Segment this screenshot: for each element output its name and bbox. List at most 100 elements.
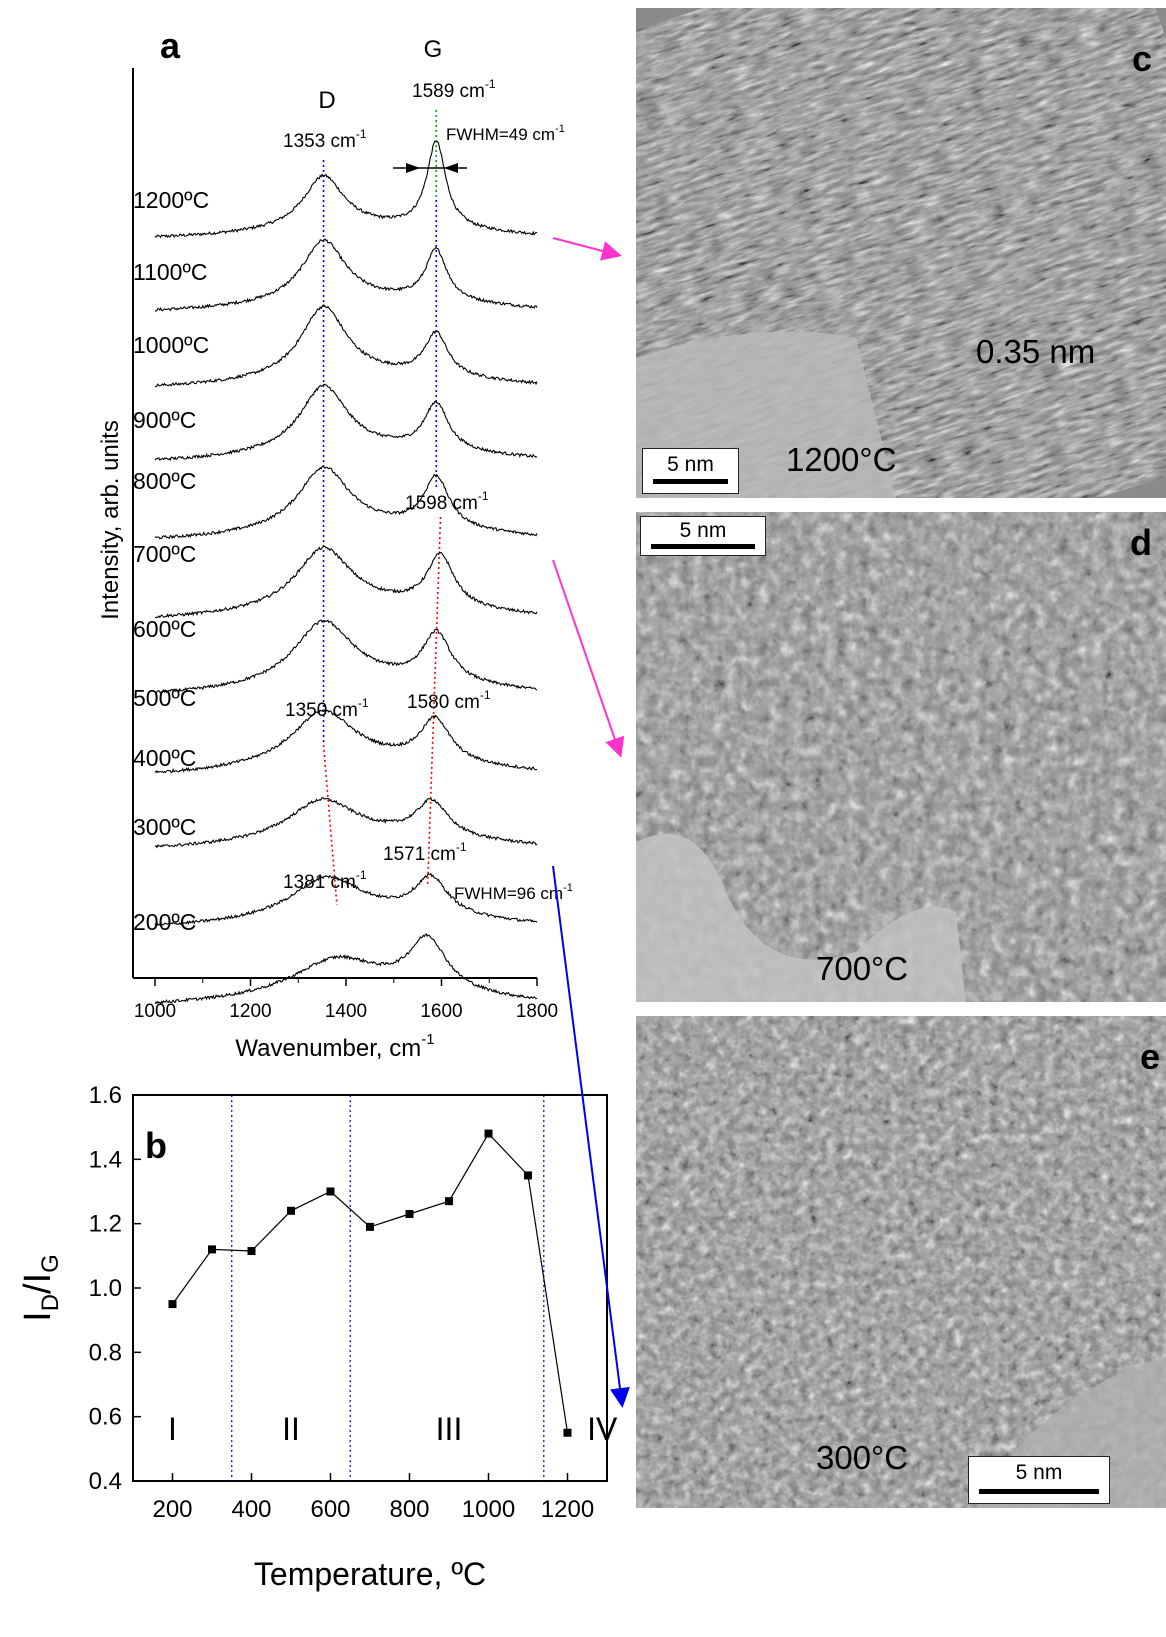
spectrum-1000ºC <box>155 304 538 388</box>
temperature-label: 300ºC <box>133 814 196 840</box>
data-point <box>208 1245 216 1254</box>
temperature-label: 600ºC <box>133 616 196 642</box>
axis-ticks: 200 400 600 800 1000 1200 0.4 0.6 0.8 1.0 1.2 1.4 1.… <box>89 1082 595 1523</box>
tem-texture <box>636 512 1166 1002</box>
d-trend-low <box>322 744 338 906</box>
region-boundaries <box>231 1095 545 1481</box>
panel-label-a: a <box>160 25 181 66</box>
temperature-label: 500ºC <box>133 685 196 711</box>
data-point <box>484 1129 493 1138</box>
d-peak-label: D <box>318 87 335 114</box>
g-trend-low <box>426 516 442 886</box>
y-tick-label: 0.4 <box>89 1468 122 1495</box>
x-tick-label: 200 <box>152 1496 192 1523</box>
arrow-to-panel-c <box>552 237 622 261</box>
temperature-label-c: 1200°C <box>786 441 897 478</box>
annotation-1350: 1350 cm-1 <box>285 696 369 721</box>
annotation-1580: 1580 cm-1 <box>407 688 491 713</box>
scale-bar-c: 5 nm <box>642 448 739 494</box>
temperature-label: 200ºC <box>133 909 196 935</box>
temperature-label-d: 700°C <box>816 950 909 987</box>
y-tick-label: 1.4 <box>89 1146 122 1173</box>
id-ig-ratio-chart: b 200 400 600 800 1000 1200 0.4 0.6 0.8 1.0 1.2 1.4… <box>17 1082 618 1592</box>
y-axis-label: Intensity, arb. units <box>97 420 124 620</box>
fwhm-annotation-top: FWHM=49 cm-1 <box>446 123 565 144</box>
data-point <box>247 1247 256 1256</box>
tem-image-1200c: c 0.35 nm 1200°C 5 nm <box>636 8 1166 498</box>
x-tick-label: 1000 <box>462 1496 515 1523</box>
temperature-label: 1000ºC <box>133 332 209 358</box>
temperature-label-e: 300°C <box>816 1439 909 1476</box>
arrow-to-panel-e <box>552 865 630 1408</box>
x-ticks: 1000 1200 1400 1600 1800 <box>134 978 558 1022</box>
panel-label-d: d <box>1130 522 1152 563</box>
y-tick-label: 0.6 <box>89 1404 122 1431</box>
y-tick-label: 1.2 <box>89 1211 122 1238</box>
region-label: III <box>436 1411 463 1447</box>
temperature-label: 1100ºC <box>133 259 207 285</box>
spectrum-200ºC <box>154 932 538 1005</box>
scale-bar-label-d: 5 nm <box>679 519 727 542</box>
annotation-1381: 1381 cm-1 <box>283 868 367 893</box>
annotation-1353: 1353 cm-1 <box>283 127 367 152</box>
x-tick-label: 800 <box>389 1496 429 1523</box>
scale-bar-label-c: 5 nm <box>667 453 714 476</box>
arrow-to-panel-d <box>552 559 625 758</box>
x-tick-label: 1600 <box>420 1001 462 1022</box>
scale-bar-label-e: 5 nm <box>1015 1461 1063 1484</box>
spectrum-600ºC <box>154 619 538 694</box>
data-point <box>366 1222 374 1231</box>
raman-spectra-chart: a 1000 1200 1400 1600 1800 1200ºC 1100ºC 1000º… <box>97 25 573 1062</box>
ratio-series <box>168 1129 572 1437</box>
spectrum-500ºC <box>154 708 538 774</box>
data-point <box>563 1428 572 1437</box>
x-axis-label-b: Temperature, ºC <box>254 1556 486 1592</box>
ratio-line <box>172 1132 569 1433</box>
y-tick-label: 1.6 <box>89 1082 122 1109</box>
temperature-label: 400ºC <box>133 745 196 771</box>
spectra: 1200ºC 1100ºC 1000ºC 900ºC 800ºC 700ºC 600ºC 50… <box>133 140 538 1005</box>
g-peak-label: G <box>424 36 443 63</box>
data-point <box>326 1187 335 1196</box>
annotation-1598: 1598 cm-1 <box>405 489 489 514</box>
region-labels: I II III IV <box>168 1411 618 1447</box>
y-tick-label: 0.8 <box>89 1339 122 1366</box>
data-point <box>524 1171 532 1180</box>
scale-bar-d: 5 nm <box>640 516 766 556</box>
spectrum-300ºC <box>154 873 538 927</box>
x-tick-label: 1800 <box>516 1001 558 1022</box>
region-label: IV <box>587 1411 618 1447</box>
tem-image-300c: e 300°C 5 nm <box>636 1016 1166 1508</box>
data-point <box>168 1300 177 1309</box>
x-tick-label: 1000 <box>134 1001 176 1022</box>
tem-texture <box>636 8 1166 498</box>
temperature-label: 800ºC <box>133 468 196 494</box>
x-tick-label: 1400 <box>325 1001 367 1022</box>
fwhm-annotation-bottom: FWHM=96 cm-1 <box>454 882 573 903</box>
data-point <box>405 1210 414 1219</box>
panel-label-e: e <box>1139 1036 1160 1077</box>
fwhm-arrow-left <box>406 163 420 173</box>
data-point <box>445 1197 453 1206</box>
annotation-1571: 1571 cm-1 <box>383 840 467 865</box>
spectrum-900ºC <box>154 383 538 461</box>
tem-texture <box>636 1016 1166 1508</box>
lattice-spacing-label: 0.35 nm <box>976 333 1096 370</box>
temperature-label: 1200ºC <box>133 187 209 213</box>
region-label: I <box>168 1411 177 1447</box>
annotation-1589: 1589 cm-1 <box>412 77 496 102</box>
x-tick-label: 1200 <box>229 1001 271 1022</box>
y-axis-label-b: ID/IG <box>17 1254 64 1322</box>
temperature-label: 700ºC <box>133 541 196 567</box>
x-tick-label: 1200 <box>541 1496 594 1523</box>
spectrum-1200ºC <box>154 140 538 239</box>
spectrum-1100ºC <box>154 238 538 312</box>
tem-image-700c: d 700°C 5 nm <box>636 512 1166 1002</box>
panel-label-b: b <box>145 1125 167 1166</box>
panel-label-c: c <box>1131 38 1152 79</box>
x-tick-label: 600 <box>310 1496 350 1523</box>
fwhm-arrow-right <box>444 163 458 173</box>
spectrum-400ºC <box>154 797 538 849</box>
peak-annotations: D G 1589 cm-1 1353 cm-1 FWHM=49 cm-1 1598 cm-… <box>283 36 573 903</box>
